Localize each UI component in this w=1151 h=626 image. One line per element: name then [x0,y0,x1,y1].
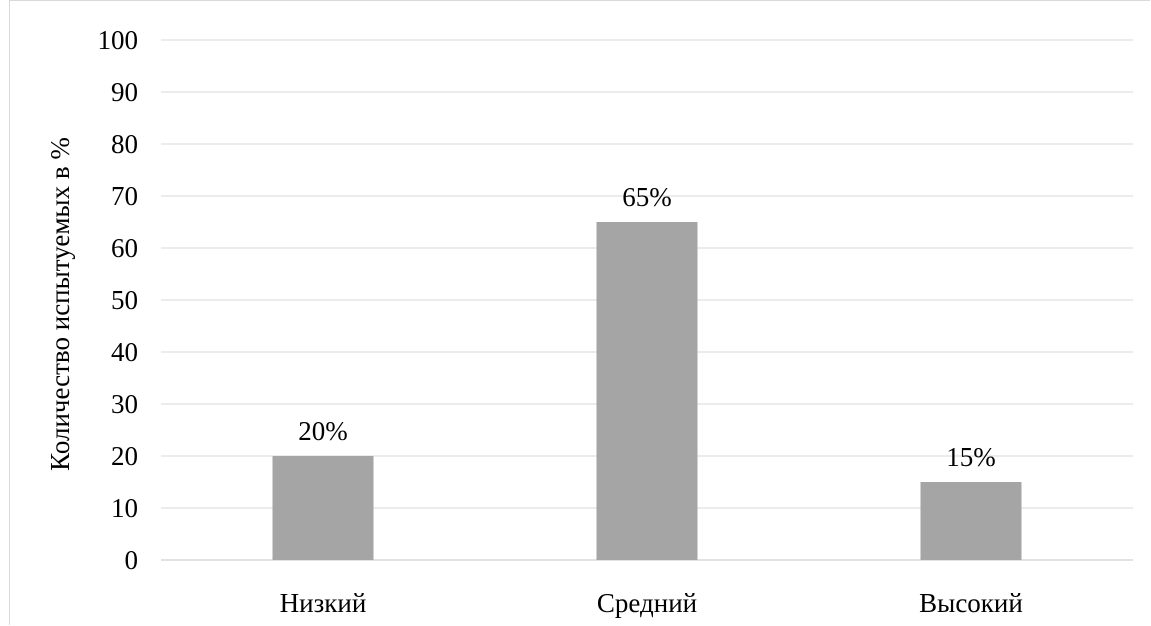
x-category-label: Низкий [280,588,367,618]
data-label: 65% [622,182,672,212]
y-tick-label: 60 [111,233,138,263]
bars [272,222,1022,560]
y-tick-label: 90 [111,77,138,107]
x-category-label: Высокий [919,588,1023,618]
y-tick-label: 50 [111,285,138,315]
bar-1 [272,456,374,560]
bar-2 [596,222,698,560]
data-label: 20% [298,416,348,446]
bar-3 [920,482,1022,560]
data-labels: 20% 65% 15% [298,182,996,472]
x-category-labels: Низкий Средний Высокий [280,588,1023,618]
y-axis-title: Количество испытуемых в % [45,137,75,471]
y-tick-label: 20 [111,441,138,471]
y-tick-label: 0 [125,545,139,575]
y-tick-label: 30 [111,389,138,419]
data-label: 15% [946,442,996,472]
y-tick-label: 70 [111,181,138,211]
y-tick-label: 100 [98,25,139,55]
y-tick-labels: 0 10 20 30 40 50 60 70 80 90 100 [98,25,139,575]
x-category-label: Средний [597,588,697,618]
chart-frame [9,0,1150,625]
y-tick-label: 80 [111,129,138,159]
y-tick-label: 40 [111,337,138,367]
y-tick-label: 10 [111,493,138,523]
